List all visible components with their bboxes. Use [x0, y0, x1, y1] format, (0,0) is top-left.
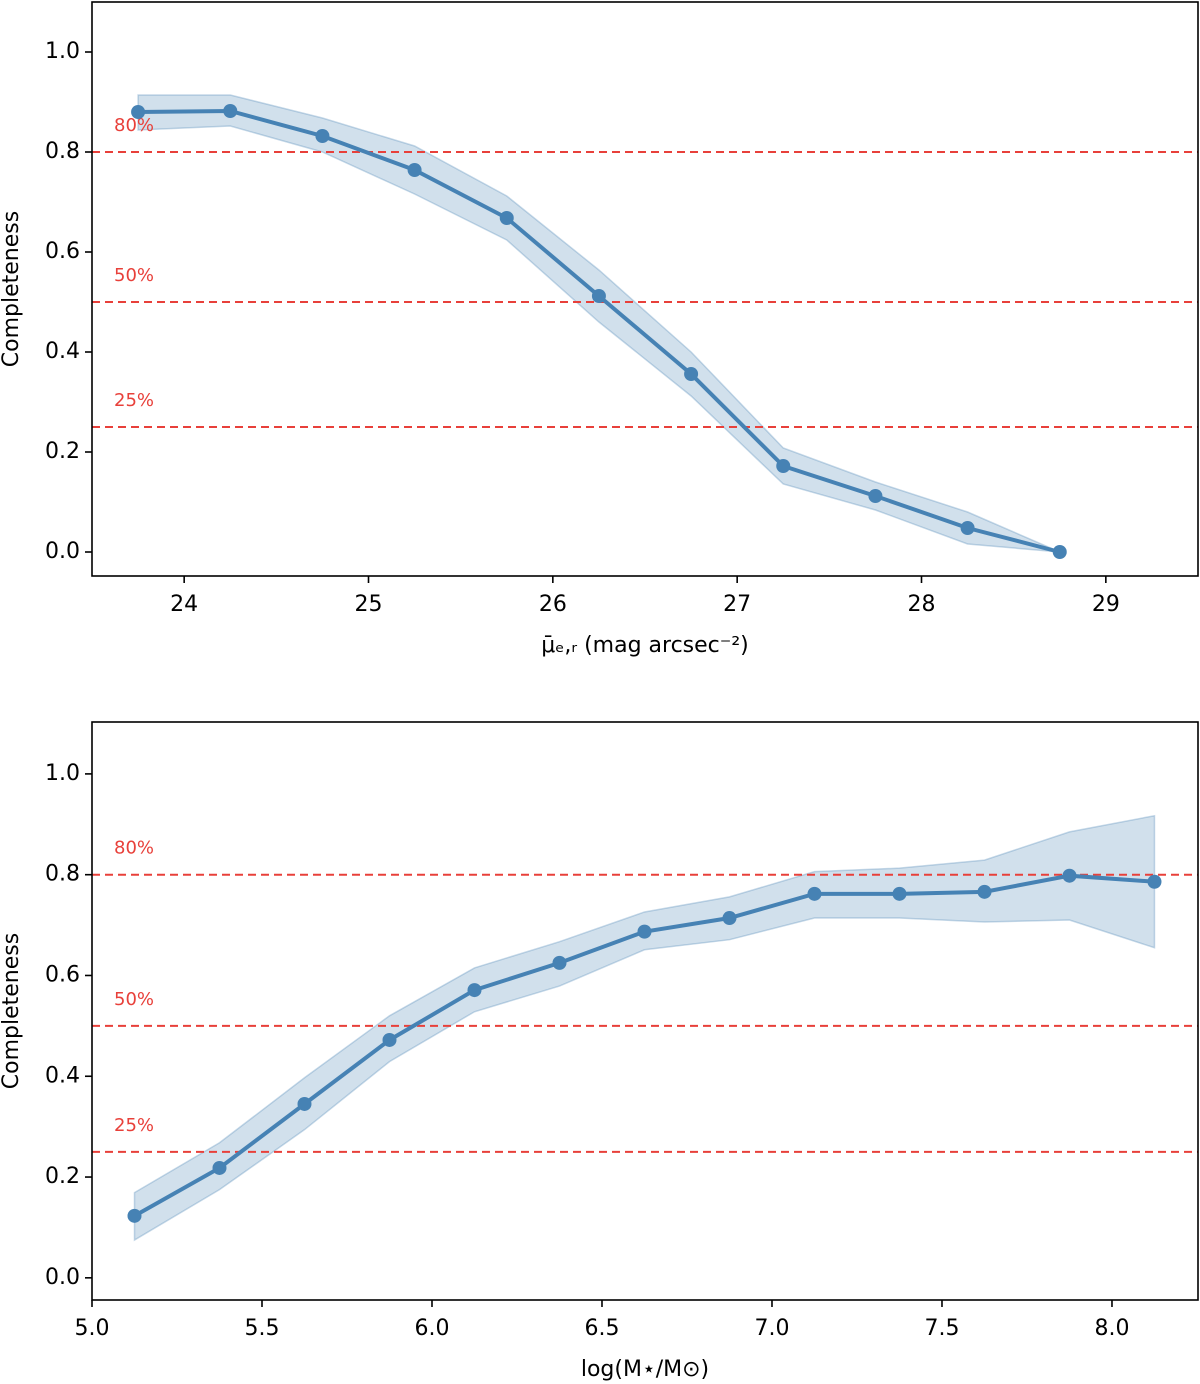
data-point [868, 489, 883, 503]
x-tick-label: 29 [1092, 592, 1120, 617]
data-point [127, 1208, 142, 1223]
data-point [776, 459, 791, 473]
x-axis-label: μ̄ₑ,ᵣ (mag arcsec⁻²) [541, 633, 749, 658]
x-tick-label: 26 [539, 592, 567, 617]
x-tick-label: 7.5 [924, 1316, 959, 1341]
data-point [212, 1160, 227, 1175]
y-axis-label: Completeness [0, 933, 24, 1089]
plot-frame [91, 721, 1199, 1301]
data-point [1062, 868, 1077, 883]
data-line [138, 108, 1061, 554]
y-tick-label: 0.6 [45, 962, 80, 987]
error-band [137, 94, 1061, 553]
y-tick-label: 0.6 [45, 239, 80, 264]
data-point [315, 129, 330, 143]
x-tick-label: 5.0 [75, 1316, 110, 1341]
y-tick-label: 0.2 [45, 1164, 80, 1189]
y-tick-label: 0.0 [45, 539, 80, 564]
error-band [133, 814, 1156, 1242]
y-axis-label: Completeness [0, 211, 24, 367]
plot-frame [91, 1, 1199, 577]
x-tick-label: 25 [355, 592, 383, 617]
data-point [407, 163, 422, 177]
x-tick-label: 6.5 [584, 1316, 619, 1341]
data-point [977, 884, 992, 899]
x-axis-label: log(M⋆/M⊙) [581, 1357, 709, 1382]
data-point [467, 983, 482, 998]
plot: 80% 50% 25% 24 25 26 27 28 29 0.0 0.2 0.4 0.6 0.8 1.0 μ… [0, 1, 1199, 658]
data-point [807, 886, 822, 901]
data-point [499, 211, 514, 225]
data-point [223, 104, 238, 118]
y-tick-label: 0.4 [45, 339, 80, 364]
x-tick-label: 7.0 [754, 1316, 789, 1341]
x-tick-label: 27 [723, 592, 751, 617]
data-point [892, 886, 907, 901]
y-tick-label: 0.0 [45, 1265, 80, 1290]
reference-label: 25% [114, 390, 154, 411]
data-point [552, 955, 567, 970]
data-point [1052, 545, 1067, 559]
data-point [131, 105, 146, 119]
reference-label: 80% [114, 838, 154, 859]
plot: 80% 50% 25% 5.0 5.5 6.0 6.5 7.0 7.5 8.0 0.0 0.2 0.4 0… [0, 721, 1199, 1382]
x-tick-label: 5.5 [244, 1316, 279, 1341]
data-point [591, 289, 606, 303]
y-tick-label: 0.4 [45, 1063, 80, 1088]
y-tick-label: 1.0 [45, 39, 80, 64]
y-tick-label: 0.2 [45, 439, 80, 464]
data-point [382, 1032, 397, 1047]
data-point [637, 924, 652, 939]
data-point [1147, 874, 1162, 889]
y-tick-label: 0.8 [45, 862, 80, 887]
data-point [297, 1096, 312, 1111]
x-tick-label: 6.0 [414, 1316, 449, 1341]
reference-label: 25% [114, 1115, 154, 1136]
x-tick-label: 8.0 [1094, 1316, 1129, 1341]
y-tick-label: 0.8 [45, 139, 80, 164]
data-point [722, 911, 737, 926]
x-tick-label: 24 [170, 592, 198, 617]
reference-label: 50% [114, 989, 154, 1010]
x-tick-label: 28 [908, 592, 936, 617]
y-tick-label: 1.0 [45, 761, 80, 786]
data-point [960, 521, 975, 535]
reference-label: 50% [114, 265, 154, 286]
reference-label: 80% [114, 115, 154, 136]
data-point [684, 367, 699, 381]
